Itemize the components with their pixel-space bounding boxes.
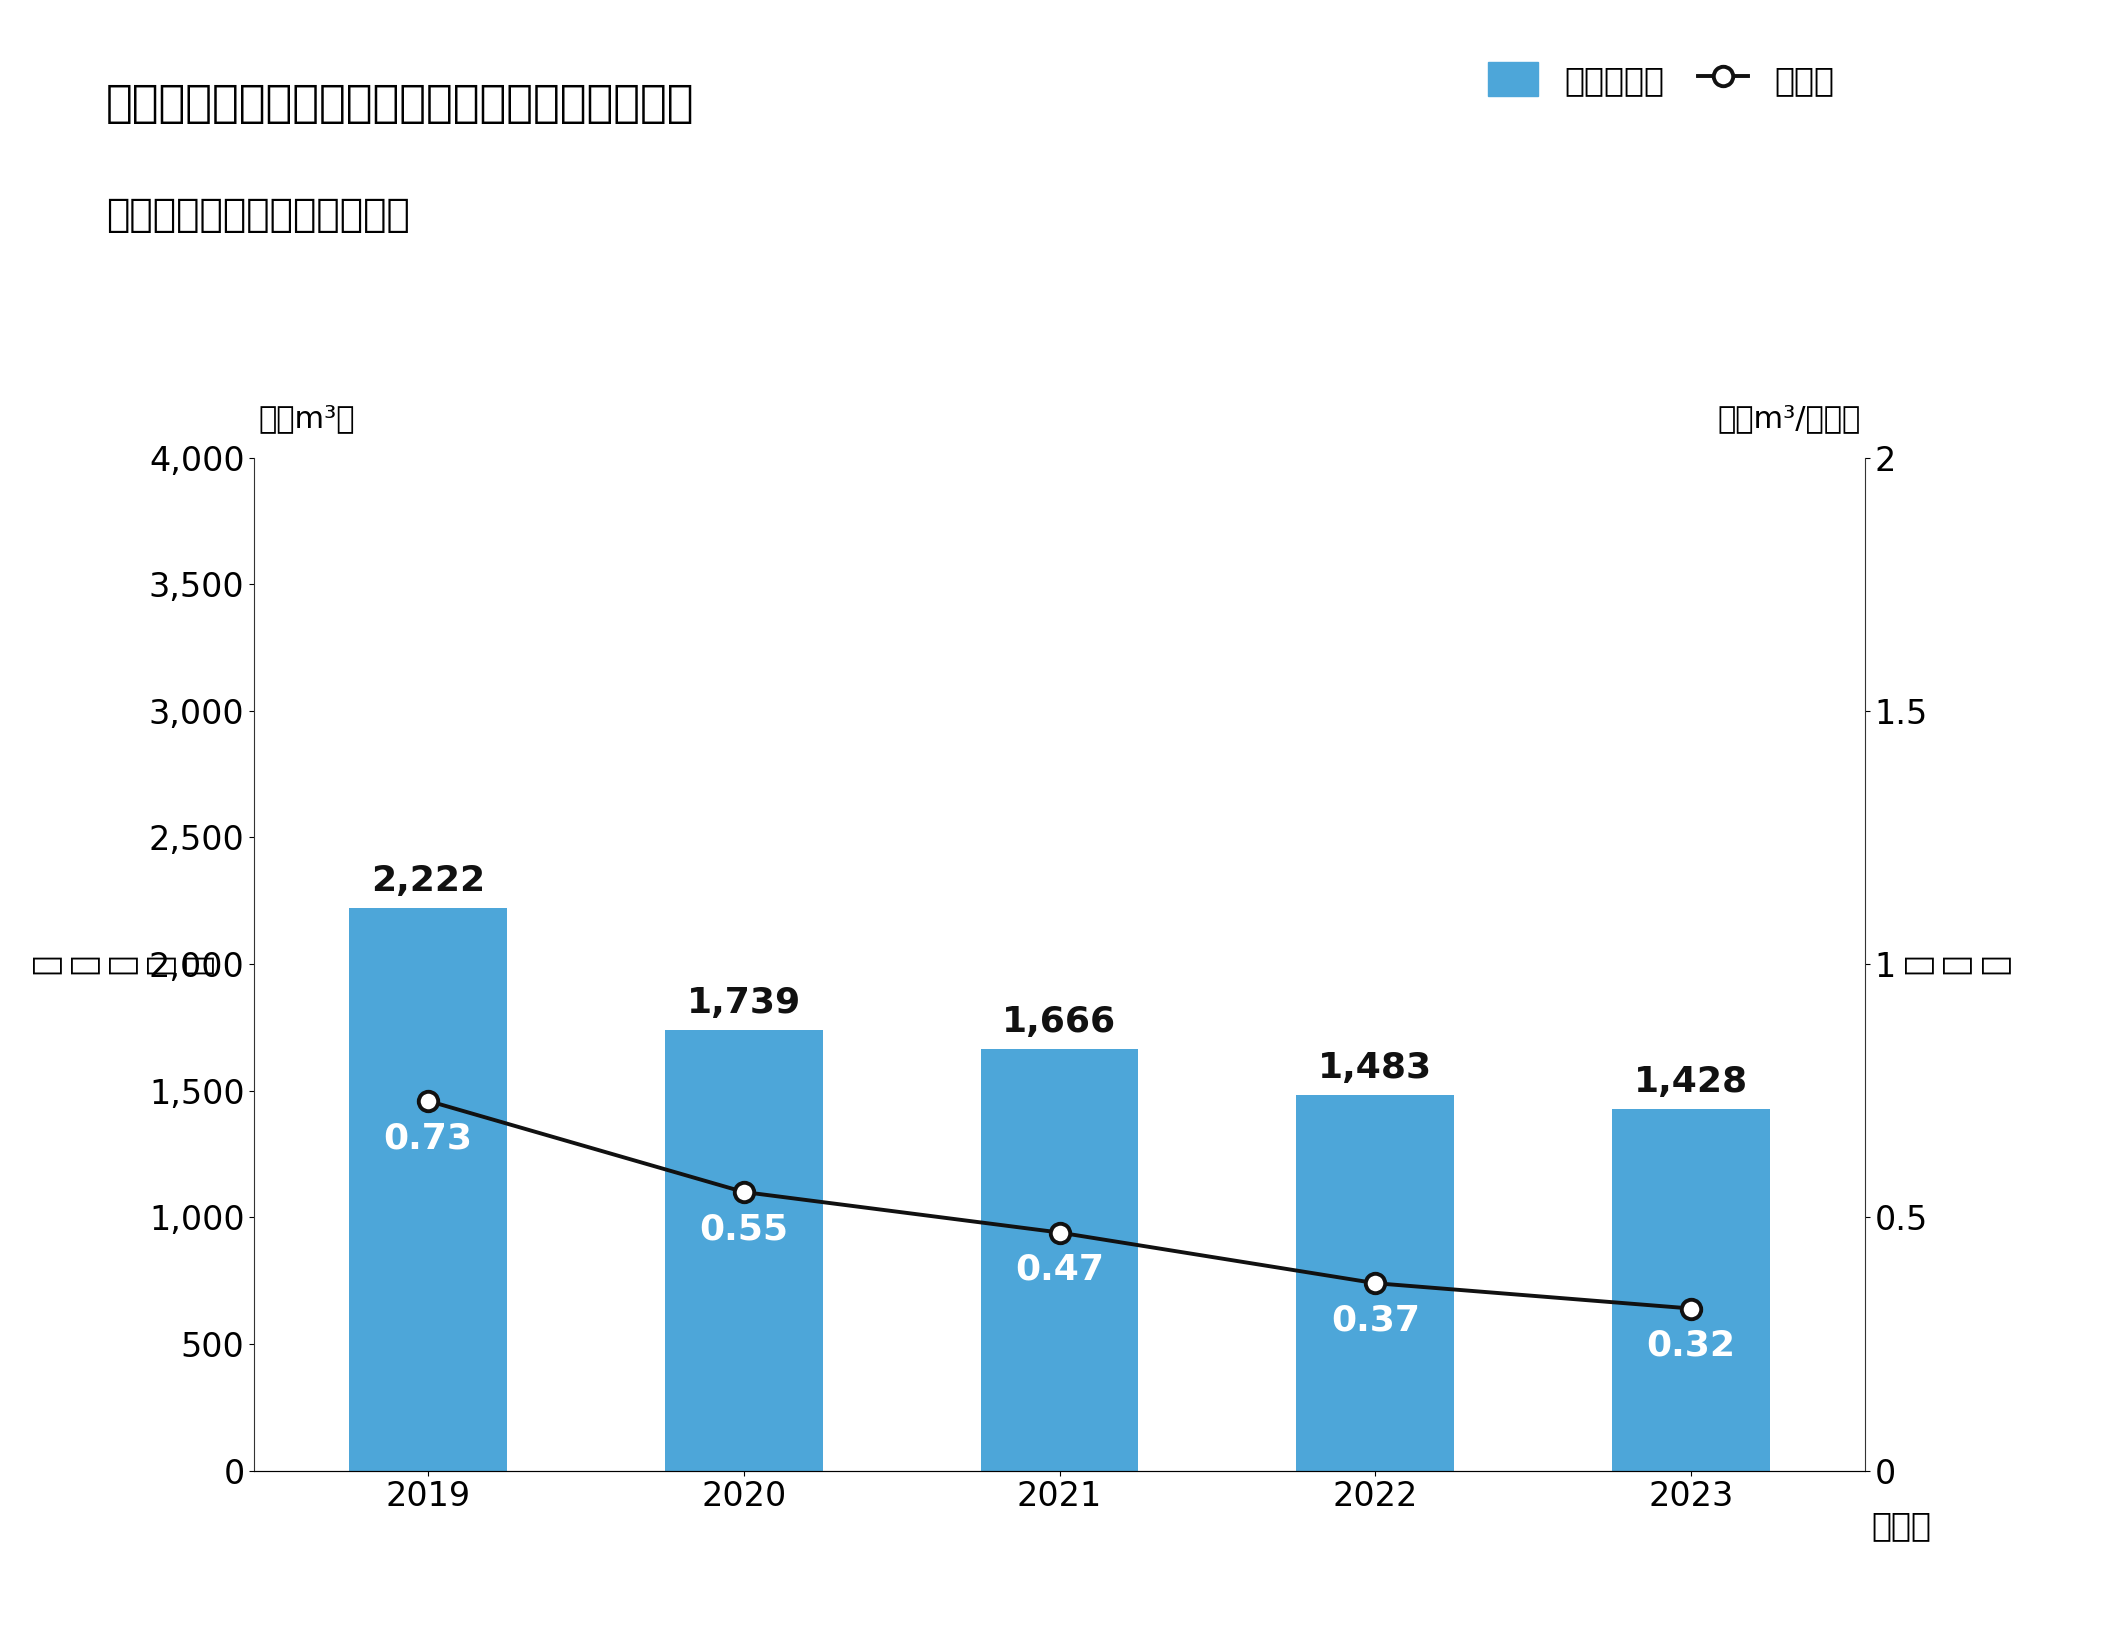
Text: （用水使用量／売上収益）: （用水使用量／売上収益） <box>106 196 409 234</box>
Text: 0.55: 0.55 <box>699 1212 788 1247</box>
Bar <box>350 909 506 1471</box>
Y-axis label: 原
単
位: 原 単 位 <box>1901 954 2011 974</box>
Text: （年）: （年） <box>1871 1510 1933 1542</box>
Bar <box>665 1029 822 1471</box>
Bar <box>981 1049 1138 1471</box>
Y-axis label: 用
水
使
用
量: 用 水 使 用 量 <box>28 954 214 974</box>
Text: 0.32: 0.32 <box>1646 1328 1735 1363</box>
Text: 協和キリン（グローバル）の用水使用量と原単位: 協和キリン（グローバル）の用水使用量と原単位 <box>106 82 695 124</box>
Text: 1,666: 1,666 <box>1002 1005 1117 1039</box>
Bar <box>1297 1095 1454 1471</box>
Text: 1,428: 1,428 <box>1634 1065 1748 1098</box>
Text: （千m³/億円）: （千m³/億円） <box>1716 404 1860 433</box>
Text: （千m³）: （千m³） <box>259 404 356 433</box>
Bar <box>1613 1109 1769 1471</box>
Text: 0.47: 0.47 <box>1015 1253 1104 1288</box>
Legend: 用水使用量, 原単位: 用水使用量, 原単位 <box>1475 49 1848 111</box>
Text: 1,483: 1,483 <box>1318 1051 1432 1085</box>
Text: 0.37: 0.37 <box>1331 1304 1420 1338</box>
Text: 1,739: 1,739 <box>687 985 801 1020</box>
Text: 0.73: 0.73 <box>384 1121 473 1155</box>
Text: 2,222: 2,222 <box>371 864 485 897</box>
